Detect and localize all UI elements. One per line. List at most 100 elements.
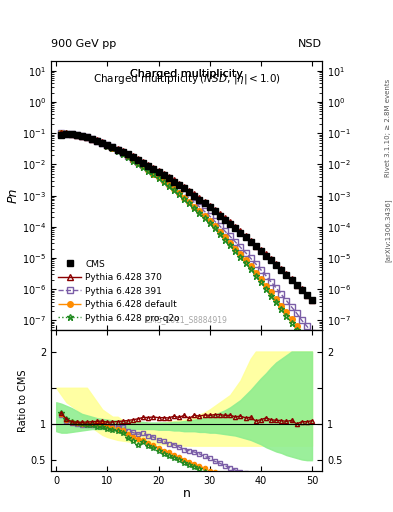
Pythia 6.428 default [171,186,176,193]
Pythia 6.428 391 [59,131,64,137]
Pythia 6.428 391 [305,323,309,329]
Pythia 6.428 pro-q2o [171,187,176,193]
CMS [294,282,299,288]
Pythia 6.428 391 [233,239,238,245]
Pythia 6.428 pro-q2o [141,164,145,170]
Pythia 6.428 default [233,246,238,252]
Pythia 6.428 pro-q2o [100,140,105,146]
Pythia 6.428 pro-q2o [243,260,248,266]
Pythia 6.428 pro-q2o [197,210,202,216]
Pythia 6.428 391 [146,165,151,172]
Pythia 6.428 pro-q2o [79,133,84,139]
CMS [100,140,105,146]
Pythia 6.428 370 [294,282,299,288]
Pythia 6.428 370 [125,151,130,157]
CMS [228,221,233,227]
CMS [79,133,84,139]
Pythia 6.428 391 [284,297,289,304]
Pythia 6.428 default [192,204,197,210]
Pythia 6.428 370 [115,146,120,152]
Pythia 6.428 370 [197,195,202,201]
Pythia 6.428 370 [79,133,84,139]
CMS [130,154,135,160]
Pythia 6.428 pro-q2o [310,349,314,355]
Pythia 6.428 370 [136,156,140,162]
Pythia 6.428 370 [305,291,309,297]
CMS [243,234,248,240]
CMS [284,272,289,278]
Pythia 6.428 370 [90,136,94,142]
Line: Pythia 6.428 default: Pythia 6.428 default [59,131,315,350]
Pythia 6.428 pro-q2o [228,242,233,248]
Pythia 6.428 370 [120,148,125,155]
CMS [161,172,166,178]
CMS [248,239,253,245]
Line: Pythia 6.428 370: Pythia 6.428 370 [59,131,315,303]
CMS [171,179,176,185]
Pythia 6.428 default [264,283,268,289]
Pythia 6.428 pro-q2o [233,248,238,254]
Pythia 6.428 370 [64,131,69,137]
CMS [213,208,217,215]
Pythia 6.428 default [187,199,192,205]
Pythia 6.428 370 [274,261,279,267]
CMS [305,292,309,298]
Pythia 6.428 default [74,132,79,138]
CMS [253,243,258,249]
Pythia 6.428 pro-q2o [146,167,151,174]
Pythia 6.428 default [279,303,284,309]
Pythia 6.428 pro-q2o [259,279,263,285]
Pythia 6.428 391 [213,218,217,224]
Pythia 6.428 default [130,157,135,163]
Pythia 6.428 pro-q2o [269,293,274,299]
Pythia 6.428 default [253,269,258,275]
Pythia 6.428 pro-q2o [120,151,125,157]
CMS [59,132,64,138]
Pythia 6.428 391 [171,183,176,189]
Pythia 6.428 default [141,163,145,169]
Pythia 6.428 default [274,296,279,302]
CMS [69,131,74,137]
Pythia 6.428 391 [264,273,268,279]
Pythia 6.428 370 [228,219,233,225]
Text: CMS_2011_S8884919: CMS_2011_S8884919 [146,315,228,325]
Pythia 6.428 default [305,337,309,344]
CMS [146,163,151,169]
Pythia 6.428 391 [248,255,253,261]
Line: CMS: CMS [59,132,315,303]
Pythia 6.428 default [299,330,304,336]
Pythia 6.428 default [95,138,99,144]
Pythia 6.428 391 [79,133,84,139]
Legend: CMS, Pythia 6.428 370, Pythia 6.428 391, Pythia 6.428 default, Pythia 6.428 pro-: CMS, Pythia 6.428 370, Pythia 6.428 391,… [55,257,183,325]
Pythia 6.428 default [269,289,274,295]
Pythia 6.428 pro-q2o [64,131,69,137]
Pythia 6.428 370 [259,247,263,253]
Pythia 6.428 370 [208,203,212,209]
Pythia 6.428 391 [64,131,69,137]
Pythia 6.428 370 [156,167,161,174]
Pythia 6.428 391 [105,142,110,148]
Pythia 6.428 default [105,142,110,148]
Pythia 6.428 pro-q2o [166,183,171,189]
Pythia 6.428 391 [74,132,79,138]
Pythia 6.428 370 [182,184,186,190]
Pythia 6.428 370 [95,137,99,143]
CMS [141,160,145,166]
Pythia 6.428 391 [125,153,130,159]
Pythia 6.428 370 [100,139,105,145]
Pythia 6.428 370 [202,199,207,205]
Pythia 6.428 pro-q2o [105,143,110,149]
Pythia 6.428 391 [197,204,202,210]
Pythia 6.428 default [289,316,294,322]
Pythia 6.428 370 [69,131,74,137]
Pythia 6.428 pro-q2o [125,154,130,160]
CMS [197,197,202,203]
Pythia 6.428 391 [202,208,207,215]
CMS [125,152,130,158]
Pythia 6.428 391 [238,244,243,250]
Text: [arXiv:1306.3436]: [arXiv:1306.3436] [384,199,391,262]
Pythia 6.428 370 [299,286,304,292]
CMS [310,297,314,304]
Pythia 6.428 default [310,344,314,350]
Pythia 6.428 391 [228,233,233,240]
